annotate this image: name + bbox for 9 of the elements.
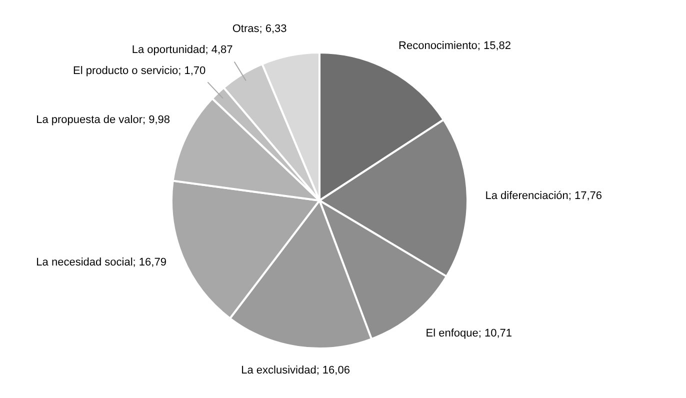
slice-label: La diferenciación; 17,76 [485, 190, 602, 202]
slice-label: Otras; 6,33 [232, 23, 287, 36]
slice-label: El enfoque; 10,71 [426, 328, 512, 340]
slice-label: El producto o servicio; 1,70 [72, 65, 206, 78]
slice-label: La oportunidad; 4,87 [132, 44, 233, 56]
slice-label: La necesidad social; 16,79 [36, 256, 166, 269]
slice-label: Reconocimiento; 15,82 [398, 40, 512, 52]
slice-label: La propuesta de valor; 9,98 [36, 114, 170, 126]
slice-label: La exclusividad; 16,06 [241, 364, 350, 377]
